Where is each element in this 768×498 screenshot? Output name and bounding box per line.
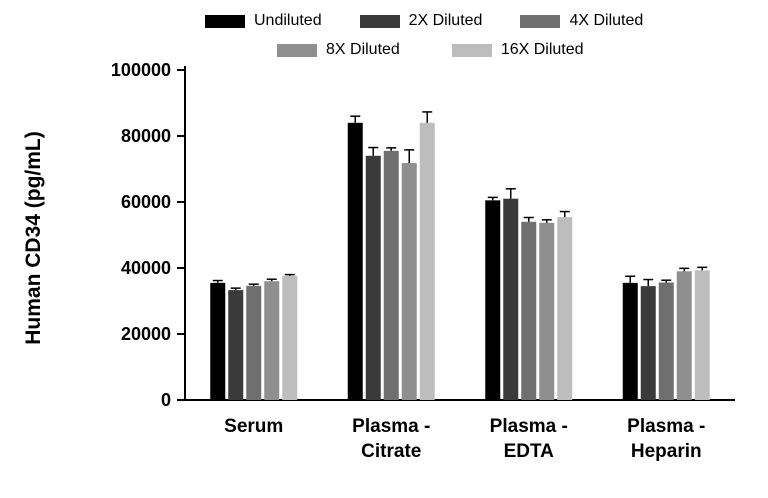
legend-item: Undiluted [205,12,322,30]
bar [228,290,244,400]
category-label: Serum [224,416,283,437]
bar [347,122,363,401]
legend-item: 4X Diluted [520,12,643,30]
legend-swatch [520,14,561,28]
bar [557,217,573,400]
legend-item: 2X Diluted [359,12,483,30]
legend-item: 16X Diluted [451,41,584,59]
legend-swatch [359,14,400,28]
legend-swatch [451,43,492,57]
legend-label: 2X Diluted [408,12,483,29]
y-tick-label: 0 [161,390,171,410]
bar [401,163,417,400]
category-label: Plasma - [490,416,568,437]
bar [282,275,298,400]
legend-row: Undiluted 2X Diluted 4X Diluted [205,12,643,30]
bar [694,270,710,400]
category-label: Plasma - [627,416,705,437]
bar [640,286,656,400]
y-tick-label: 80000 [121,126,171,146]
bar [210,282,226,400]
bar [539,222,555,400]
y-tick-label: 100000 [111,60,171,80]
category-label: Citrate [361,441,421,462]
bar [365,155,381,400]
legend: Undiluted 2X Diluted 4X Diluted 8X Diluted 1… [205,12,643,59]
legend-label: 16X Diluted [500,41,584,58]
bar [521,221,537,400]
y-tick-label: 40000 [121,258,171,278]
bar [658,282,674,400]
legend-swatch [205,14,245,28]
bar [622,282,638,400]
y-tick-label: 20000 [121,324,171,344]
y-axis-label: Human CD34 (pg/mL) [22,131,45,345]
category-label: EDTA [504,441,555,462]
legend-label: Undiluted [254,12,322,29]
bar [676,271,692,400]
bar [419,122,435,401]
legend-item: 8X Diluted [277,41,400,59]
bar [264,281,280,400]
bar [246,285,262,400]
category-label: Plasma - [352,416,430,437]
bar [503,198,519,400]
legend-row: 8X Diluted 16X Diluted [277,41,643,59]
category-label: Heparin [631,441,702,462]
legend-label: 8X Diluted [326,41,400,58]
legend-swatch [277,43,317,57]
y-tick-label: 60000 [121,192,171,212]
bar [485,200,501,400]
legend-label: 4X Diluted [569,12,644,29]
bar [383,150,399,400]
